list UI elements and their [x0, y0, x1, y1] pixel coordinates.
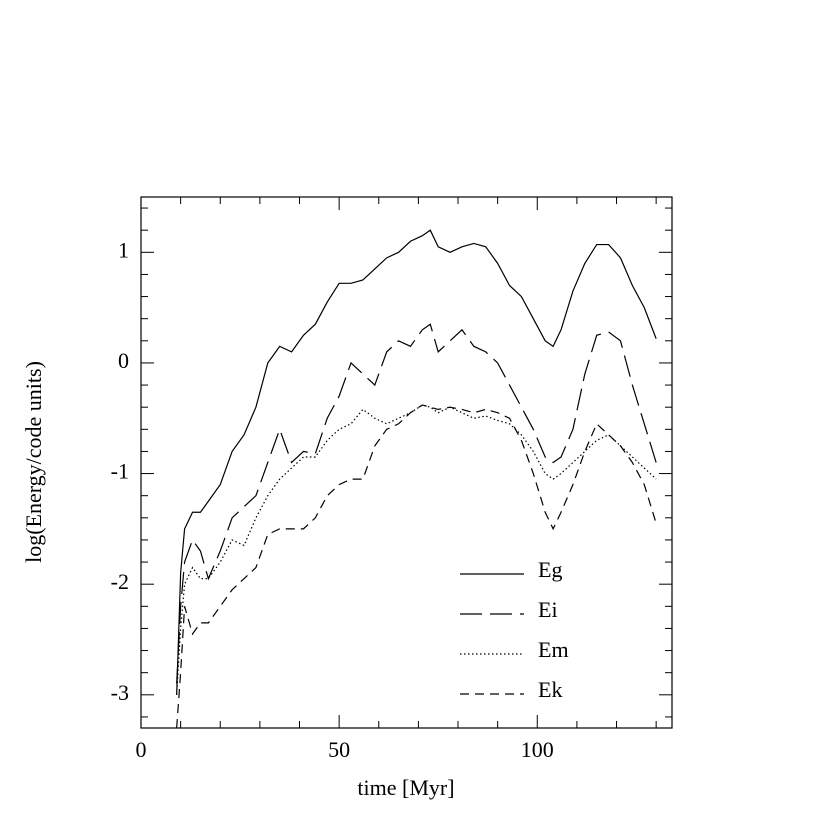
y-tick-label: 1	[118, 237, 129, 262]
y-tick-label: 0	[118, 348, 129, 373]
x-tick-label: 100	[521, 737, 554, 762]
series-line	[176, 404, 657, 729]
y-tick-label: -3	[111, 680, 129, 705]
legend-label: Eg	[538, 557, 562, 582]
legend-label: Ei	[538, 597, 558, 622]
plot-frame	[140, 196, 673, 729]
x-axis-label: time [Myr]	[357, 775, 454, 800]
series-line	[176, 323, 657, 684]
x-tick-label: 0	[136, 737, 147, 762]
y-tick-label: -2	[111, 569, 129, 594]
y-tick-label: -1	[111, 459, 129, 484]
series-line	[176, 404, 657, 695]
x-tick-label: 50	[328, 737, 350, 762]
legend-label: Em	[538, 637, 569, 662]
series-line	[176, 229, 657, 695]
y-axis-label: log(Energy/code units)	[21, 361, 46, 563]
legend-label: Ek	[538, 677, 562, 702]
